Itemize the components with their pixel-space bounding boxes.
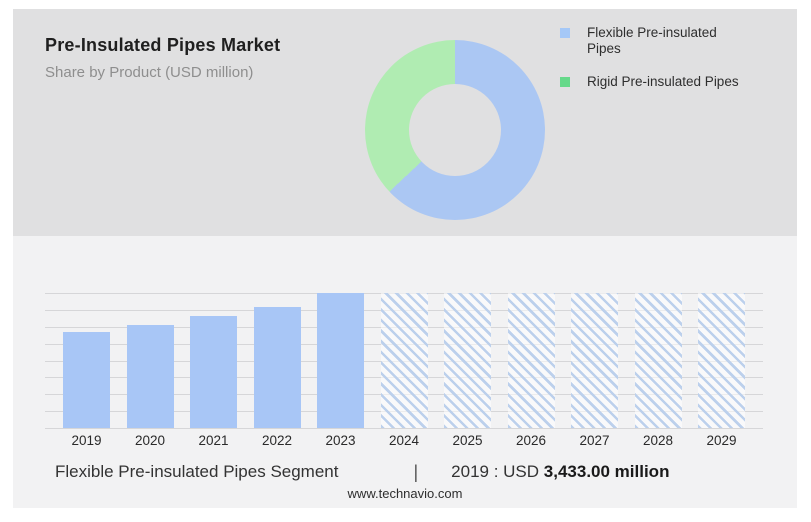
- legend: Flexible Pre-insulated Pipes Rigid Pre-i…: [560, 25, 780, 108]
- infographic-card: Pre-Insulated Pipes Market Share by Prod…: [13, 9, 797, 508]
- legend-item-rigid: Rigid Pre-insulated Pipes: [560, 74, 780, 90]
- flexible-swatch-icon: [560, 28, 570, 38]
- chart-panel: 2019 2020 2021 2022 2023 2024 2025 2026 2027 2028…: [13, 236, 797, 508]
- bar-chart: [45, 293, 763, 429]
- x-tick-2025: 2025: [452, 433, 483, 448]
- x-tick-2028: 2028: [642, 433, 674, 448]
- bar-2022: [253, 306, 301, 428]
- page-subtitle: Share by Product (USD million): [45, 64, 254, 81]
- forecast-bar-2027: [571, 293, 618, 428]
- footer-divider: |: [413, 461, 419, 482]
- bar-2020: [126, 325, 174, 428]
- forecast-bar-2028: [634, 293, 682, 428]
- forecast-bar-2026: [507, 293, 555, 428]
- website-text: www.technavio.com: [347, 486, 463, 501]
- rigid-swatch-icon: [560, 77, 570, 88]
- x-axis-labels: 2019 2020 2021 2022 2023 2024 2025 2026 2027 2028…: [45, 433, 763, 451]
- x-tick-2029: 2029: [706, 433, 737, 448]
- donut-hole: [409, 84, 501, 176]
- bars-container: [45, 293, 763, 428]
- donut-chart: [365, 40, 545, 220]
- forecast-bar-2029: [698, 293, 745, 428]
- x-tick-2019: 2019: [71, 433, 102, 448]
- x-tick-2021: 2021: [198, 433, 229, 448]
- value-bold: 3,433.00 million: [543, 462, 670, 481]
- footer-row: Flexible Pre-insulated Pipes Segment | 2…: [13, 460, 797, 484]
- forecast-bar-2025: [444, 293, 491, 428]
- bar-2023: [317, 293, 364, 428]
- x-tick-2023: 2023: [325, 433, 356, 448]
- x-tick-2027: 2027: [579, 433, 610, 448]
- segment-label: Flexible Pre-insulated Pipes Segment: [55, 462, 339, 481]
- segment-value: 2019 : USD 3,433.00 million: [451, 462, 669, 482]
- legend-item-flexible: Flexible Pre-insulated Pipes: [560, 25, 780, 57]
- forecast-bar-2024: [380, 293, 428, 428]
- legend-label: Rigid Pre-insulated Pipes: [587, 74, 739, 90]
- header-panel: Pre-Insulated Pipes Market Share by Prod…: [13, 9, 797, 236]
- title-block: Pre-Insulated Pipes Market Share by Prod…: [45, 35, 280, 81]
- gridline: [45, 428, 763, 429]
- x-tick-2020: 2020: [134, 433, 166, 448]
- x-tick-2024: 2024: [388, 433, 420, 448]
- legend-label: Flexible Pre-insulated Pipes: [587, 25, 717, 57]
- value-prefix: 2019 : USD: [451, 462, 544, 481]
- x-tick-2026: 2026: [515, 433, 547, 448]
- page-title: Pre-Insulated Pipes Market: [45, 35, 281, 55]
- x-tick-2022: 2022: [261, 433, 293, 448]
- bar-2019: [63, 332, 110, 428]
- bar-2021: [190, 315, 237, 428]
